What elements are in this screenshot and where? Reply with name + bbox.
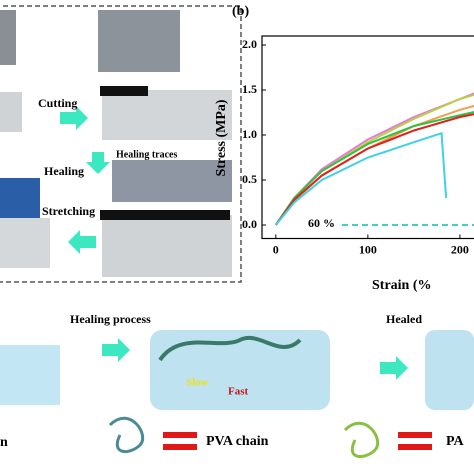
chain-icon	[108, 416, 145, 454]
y-tick-label: 0.5	[242, 172, 257, 186]
y-tick-label: 1.0	[242, 127, 257, 141]
y-tick-label: 2.0	[242, 37, 257, 51]
y-tick-label: 0.0	[242, 217, 257, 231]
line	[275, 131, 448, 226]
label: Healing	[44, 164, 84, 178]
photo	[102, 215, 232, 277]
clamp	[100, 210, 230, 220]
label: Healing process	[70, 312, 151, 326]
panel-frame	[0, 5, 242, 283]
photo	[0, 218, 50, 268]
chain	[158, 336, 302, 362]
photo	[102, 90, 232, 140]
label: Fast	[228, 386, 249, 398]
panel-label: (b)	[232, 4, 249, 19]
equals	[163, 432, 197, 438]
arrow	[380, 356, 408, 380]
label: Slow	[186, 377, 209, 389]
label: Healing traces	[116, 149, 177, 160]
annotation: 60 %	[308, 216, 335, 230]
label: Cutting	[38, 96, 77, 110]
arrow	[60, 106, 88, 130]
gel	[150, 330, 330, 410]
equals	[163, 444, 197, 450]
chart: (b) Strain (% Stress (MPa) 60 % 0.0 0.5 1.…	[214, 4, 474, 293]
photo	[98, 10, 180, 72]
equals	[398, 444, 432, 450]
equals	[398, 432, 432, 438]
gel	[425, 330, 474, 410]
photo	[0, 10, 16, 65]
line	[274, 111, 474, 226]
arrow	[102, 338, 130, 362]
line	[275, 113, 474, 226]
chain-icon	[343, 421, 380, 459]
arrow	[68, 230, 96, 254]
gel	[0, 345, 60, 405]
x-tick-label: 100	[359, 242, 377, 256]
arrow	[86, 152, 110, 174]
photo	[112, 160, 232, 202]
x-tick-label: 200	[451, 242, 469, 256]
label: PA	[446, 434, 465, 449]
plot-frame	[261, 35, 474, 240]
label: n	[0, 435, 8, 450]
label: Healed	[386, 312, 422, 326]
x-axis-label: Strain (%	[372, 278, 432, 293]
label: PVA chain	[206, 434, 269, 449]
x-tick-label: 0	[273, 242, 279, 256]
label: Stretching	[42, 204, 95, 218]
clamp	[100, 86, 148, 96]
y-tick-label: 1.5	[242, 82, 257, 96]
photo	[0, 178, 40, 218]
photo	[0, 92, 22, 132]
y-axis-label: Stress (MPa)	[214, 99, 229, 176]
